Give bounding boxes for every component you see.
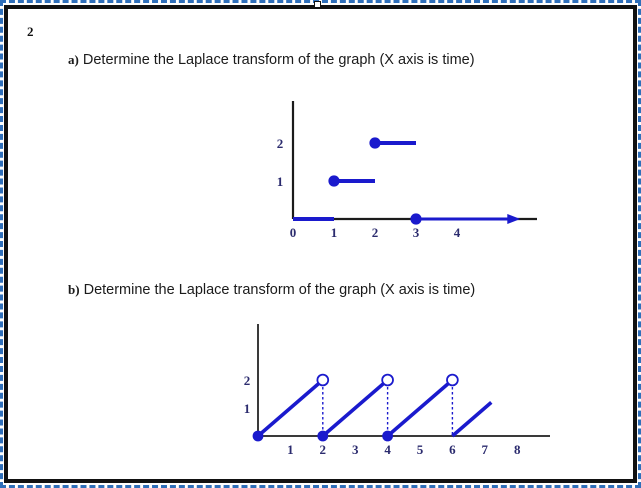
x-tick-label-a-3: 3 bbox=[413, 225, 420, 240]
question-a-marker: a) bbox=[68, 52, 79, 67]
x-tick-label-b-5: 5 bbox=[417, 442, 424, 457]
slide-frame bbox=[4, 5, 637, 483]
chart-staircase-step-function: 2 1 0 1 2 3 4 bbox=[255, 95, 545, 245]
question-b: b) Determine the Laplace transform of th… bbox=[68, 283, 475, 298]
question-b-marker: b) bbox=[68, 282, 80, 297]
x-tick-label-b-2: 2 bbox=[320, 442, 327, 457]
sawtooth-ramp-1 bbox=[256, 378, 324, 438]
sawtooth-open-circle-3 bbox=[446, 373, 459, 387]
sawtooth-filled-dot-3 bbox=[382, 430, 393, 442]
question-a-text: Determine the Laplace transform of the g… bbox=[82, 52, 475, 68]
step-dot-at-3 bbox=[410, 213, 422, 225]
x-tick-label-a-1: 1 bbox=[331, 225, 338, 240]
step-dot-at-2 bbox=[369, 137, 381, 149]
x-tick-label-b-4: 4 bbox=[384, 442, 391, 457]
x-tick-label-b-8: 8 bbox=[514, 442, 521, 457]
question-a: a) Determine the Laplace transform of th… bbox=[68, 53, 475, 68]
x-tick-label-b-1: 1 bbox=[287, 442, 294, 457]
sawtooth-ramp-2 bbox=[321, 378, 389, 438]
sawtooth-filled-dot-1 bbox=[252, 430, 264, 442]
slide-number: 2 bbox=[27, 24, 34, 39]
sawtooth-open-circle-1 bbox=[316, 373, 330, 387]
y-tick-label-b-1: 1 bbox=[244, 401, 251, 416]
resize-handle-top-center[interactable] bbox=[314, 1, 321, 8]
x-tick-label-b-3: 3 bbox=[352, 442, 359, 457]
x-tick-label-a-0: 0 bbox=[290, 225, 297, 240]
y-tick-label-b-2: 2 bbox=[244, 373, 251, 388]
question-b-text: Determine the Laplace transform of the g… bbox=[83, 282, 476, 298]
x-tick-label-b-6: 6 bbox=[449, 442, 456, 457]
sawtooth-ramp-3 bbox=[386, 378, 454, 438]
x-tick-label-a-2: 2 bbox=[372, 225, 379, 240]
chart-sawtooth-wave: 2 1 1 2 3 4 5 6 7 8 bbox=[228, 320, 558, 470]
y-tick-label-a-2: 2 bbox=[277, 136, 284, 151]
sawtooth-ramp-4 bbox=[451, 401, 493, 438]
sawtooth-open-circle-2 bbox=[381, 373, 394, 387]
x-axis-arrowhead-a bbox=[507, 214, 521, 224]
y-tick-label-a-1: 1 bbox=[277, 174, 284, 189]
x-tick-label-a-4: 4 bbox=[454, 225, 461, 240]
x-tick-label-b-7: 7 bbox=[482, 442, 489, 457]
sawtooth-filled-dot-2 bbox=[317, 430, 329, 442]
step-dot-at-1 bbox=[328, 175, 340, 187]
